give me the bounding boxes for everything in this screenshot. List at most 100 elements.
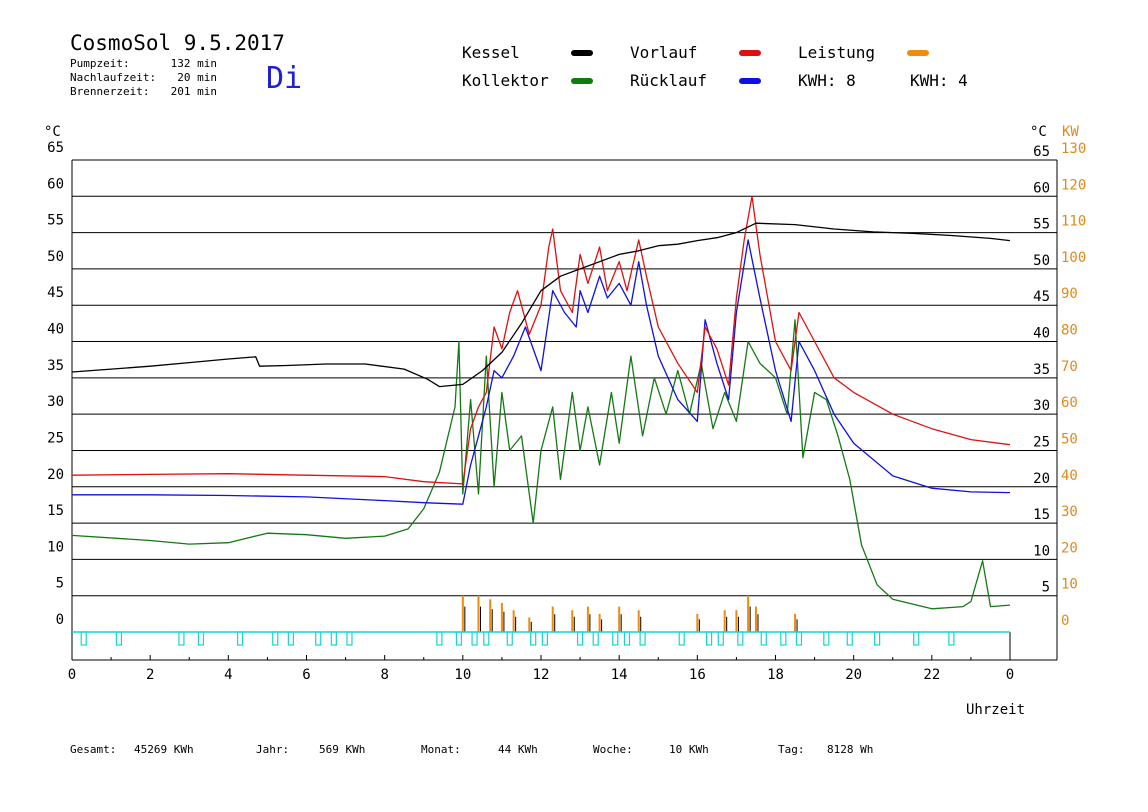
y-tick-right: 35 [1033,362,1050,378]
pump-marker [846,631,853,646]
kw-tick: 80 [1061,323,1078,339]
pump-marker [823,631,830,646]
stat-value: 20 min [177,71,217,84]
series-kessel [71,222,1011,388]
y-tick-right: 10 [1033,543,1050,559]
x-tick: 0 [68,667,76,683]
kw-tick: 60 [1061,395,1078,411]
pump-marker [576,631,584,646]
legend-label: Leistung [798,43,875,62]
y-tick-right: 5 [1042,580,1050,596]
kw-tick: 100 [1061,250,1086,266]
y-tick-right: 25 [1033,434,1050,450]
y-tick-left: 20 [47,467,64,483]
x-ticks: 0 2 4 6 8 10 12 14 16 18 20 22 0 [68,655,1014,683]
y-tick-left: 0 [56,612,64,628]
series-vorlauf [71,195,1011,485]
left-unit: °C [44,124,61,140]
y-tick-right: 65 [1033,144,1050,160]
y-tick-left: 55 [47,213,64,229]
pump-marker [346,631,353,646]
x-tick: 10 [454,667,471,683]
y-tick-left: 5 [56,576,64,592]
x-tick: 20 [845,667,862,683]
pump-marker [436,631,443,646]
kw-tick: 40 [1061,468,1078,484]
kw-tick: 130 [1061,141,1086,157]
legend-label: Rücklauf [630,71,707,90]
pump-marker [913,631,920,646]
pump-marker [530,631,537,646]
pump-marker [506,631,513,646]
power-bars [461,595,798,632]
y-tick-left: 60 [47,176,64,192]
pump-marker [287,631,294,646]
x-tick: 14 [611,667,628,683]
pump-marker [705,631,713,646]
pump-marker [737,631,744,646]
footer-label: Woche: [593,743,633,756]
pump-marker [115,631,123,646]
pump-marker [315,631,322,646]
x-tick: 0 [1006,667,1014,683]
day-label: Di [266,61,302,96]
stat-label: Brennerzeit: [70,85,149,98]
pump-marker [272,631,279,646]
pump-marker [592,631,599,646]
kw-tick: 30 [1061,504,1078,520]
pump-marker [541,631,549,646]
y-tick-left: 25 [47,430,64,446]
kwh-label: KWH: 8 [798,71,856,90]
x-tick: 22 [923,667,940,683]
y-tick-right: 60 [1033,180,1050,196]
kw-unit: KW [1062,124,1079,140]
series-ruecklauf [72,239,1011,505]
pump-marker [471,631,478,646]
pump-marker [612,631,619,646]
kw-tick: 110 [1061,214,1086,230]
chart-title: CosmoSol 9.5.2017 [70,31,285,55]
pump-marker [795,631,803,646]
y-tick-left: 65 [47,140,64,156]
legend-label: Vorlauf [630,43,697,62]
pump-marker [455,631,463,646]
pump-marker [760,631,767,646]
kw-tick: 20 [1061,540,1078,556]
kw-tick: 10 [1061,577,1078,593]
footer-label: Jahr: [256,743,289,756]
kw-tick: 70 [1061,359,1078,375]
stat-value: 201 min [171,85,217,98]
y-tick-left: 50 [47,249,64,265]
series-group [71,195,1011,610]
x-tick: 18 [767,667,784,683]
pump-marker [639,631,646,646]
series-kollektor [71,319,1011,610]
x-tick: 6 [302,667,310,683]
y-tick-right: 50 [1033,253,1050,269]
footer-value: 45269 KWh [134,743,194,756]
pump-marker [780,631,787,646]
pump-marker [330,631,337,646]
legend: Kessel Vorlauf Leistung Kollektor Rücklauf KW… [462,43,968,90]
y-tick-left: 35 [47,358,64,374]
stat-label: Pumpzeit: [70,57,130,70]
y-tick-right: 15 [1033,507,1050,523]
y-tick-left: 15 [47,503,64,519]
x-tick: 12 [533,667,550,683]
x-tick: 2 [146,667,154,683]
footer-value: 569 KWh [319,743,365,756]
kw-tick: 120 [1061,177,1086,193]
y-tick-right: 55 [1033,217,1050,233]
stat-label: Nachlaufzeit: [70,71,156,84]
pump-marker [623,631,631,646]
x-axis-label: Uhrzeit [966,702,1025,718]
pump-marker [948,631,955,646]
pump-marker [236,631,244,646]
footer-label: Tag: [778,743,805,756]
legend-label: Kollektor [462,71,549,90]
footer-value: 10 KWh [669,743,709,756]
pump-marker [483,631,490,646]
pump-marker [678,631,685,646]
y-tick-left: 10 [47,539,64,555]
